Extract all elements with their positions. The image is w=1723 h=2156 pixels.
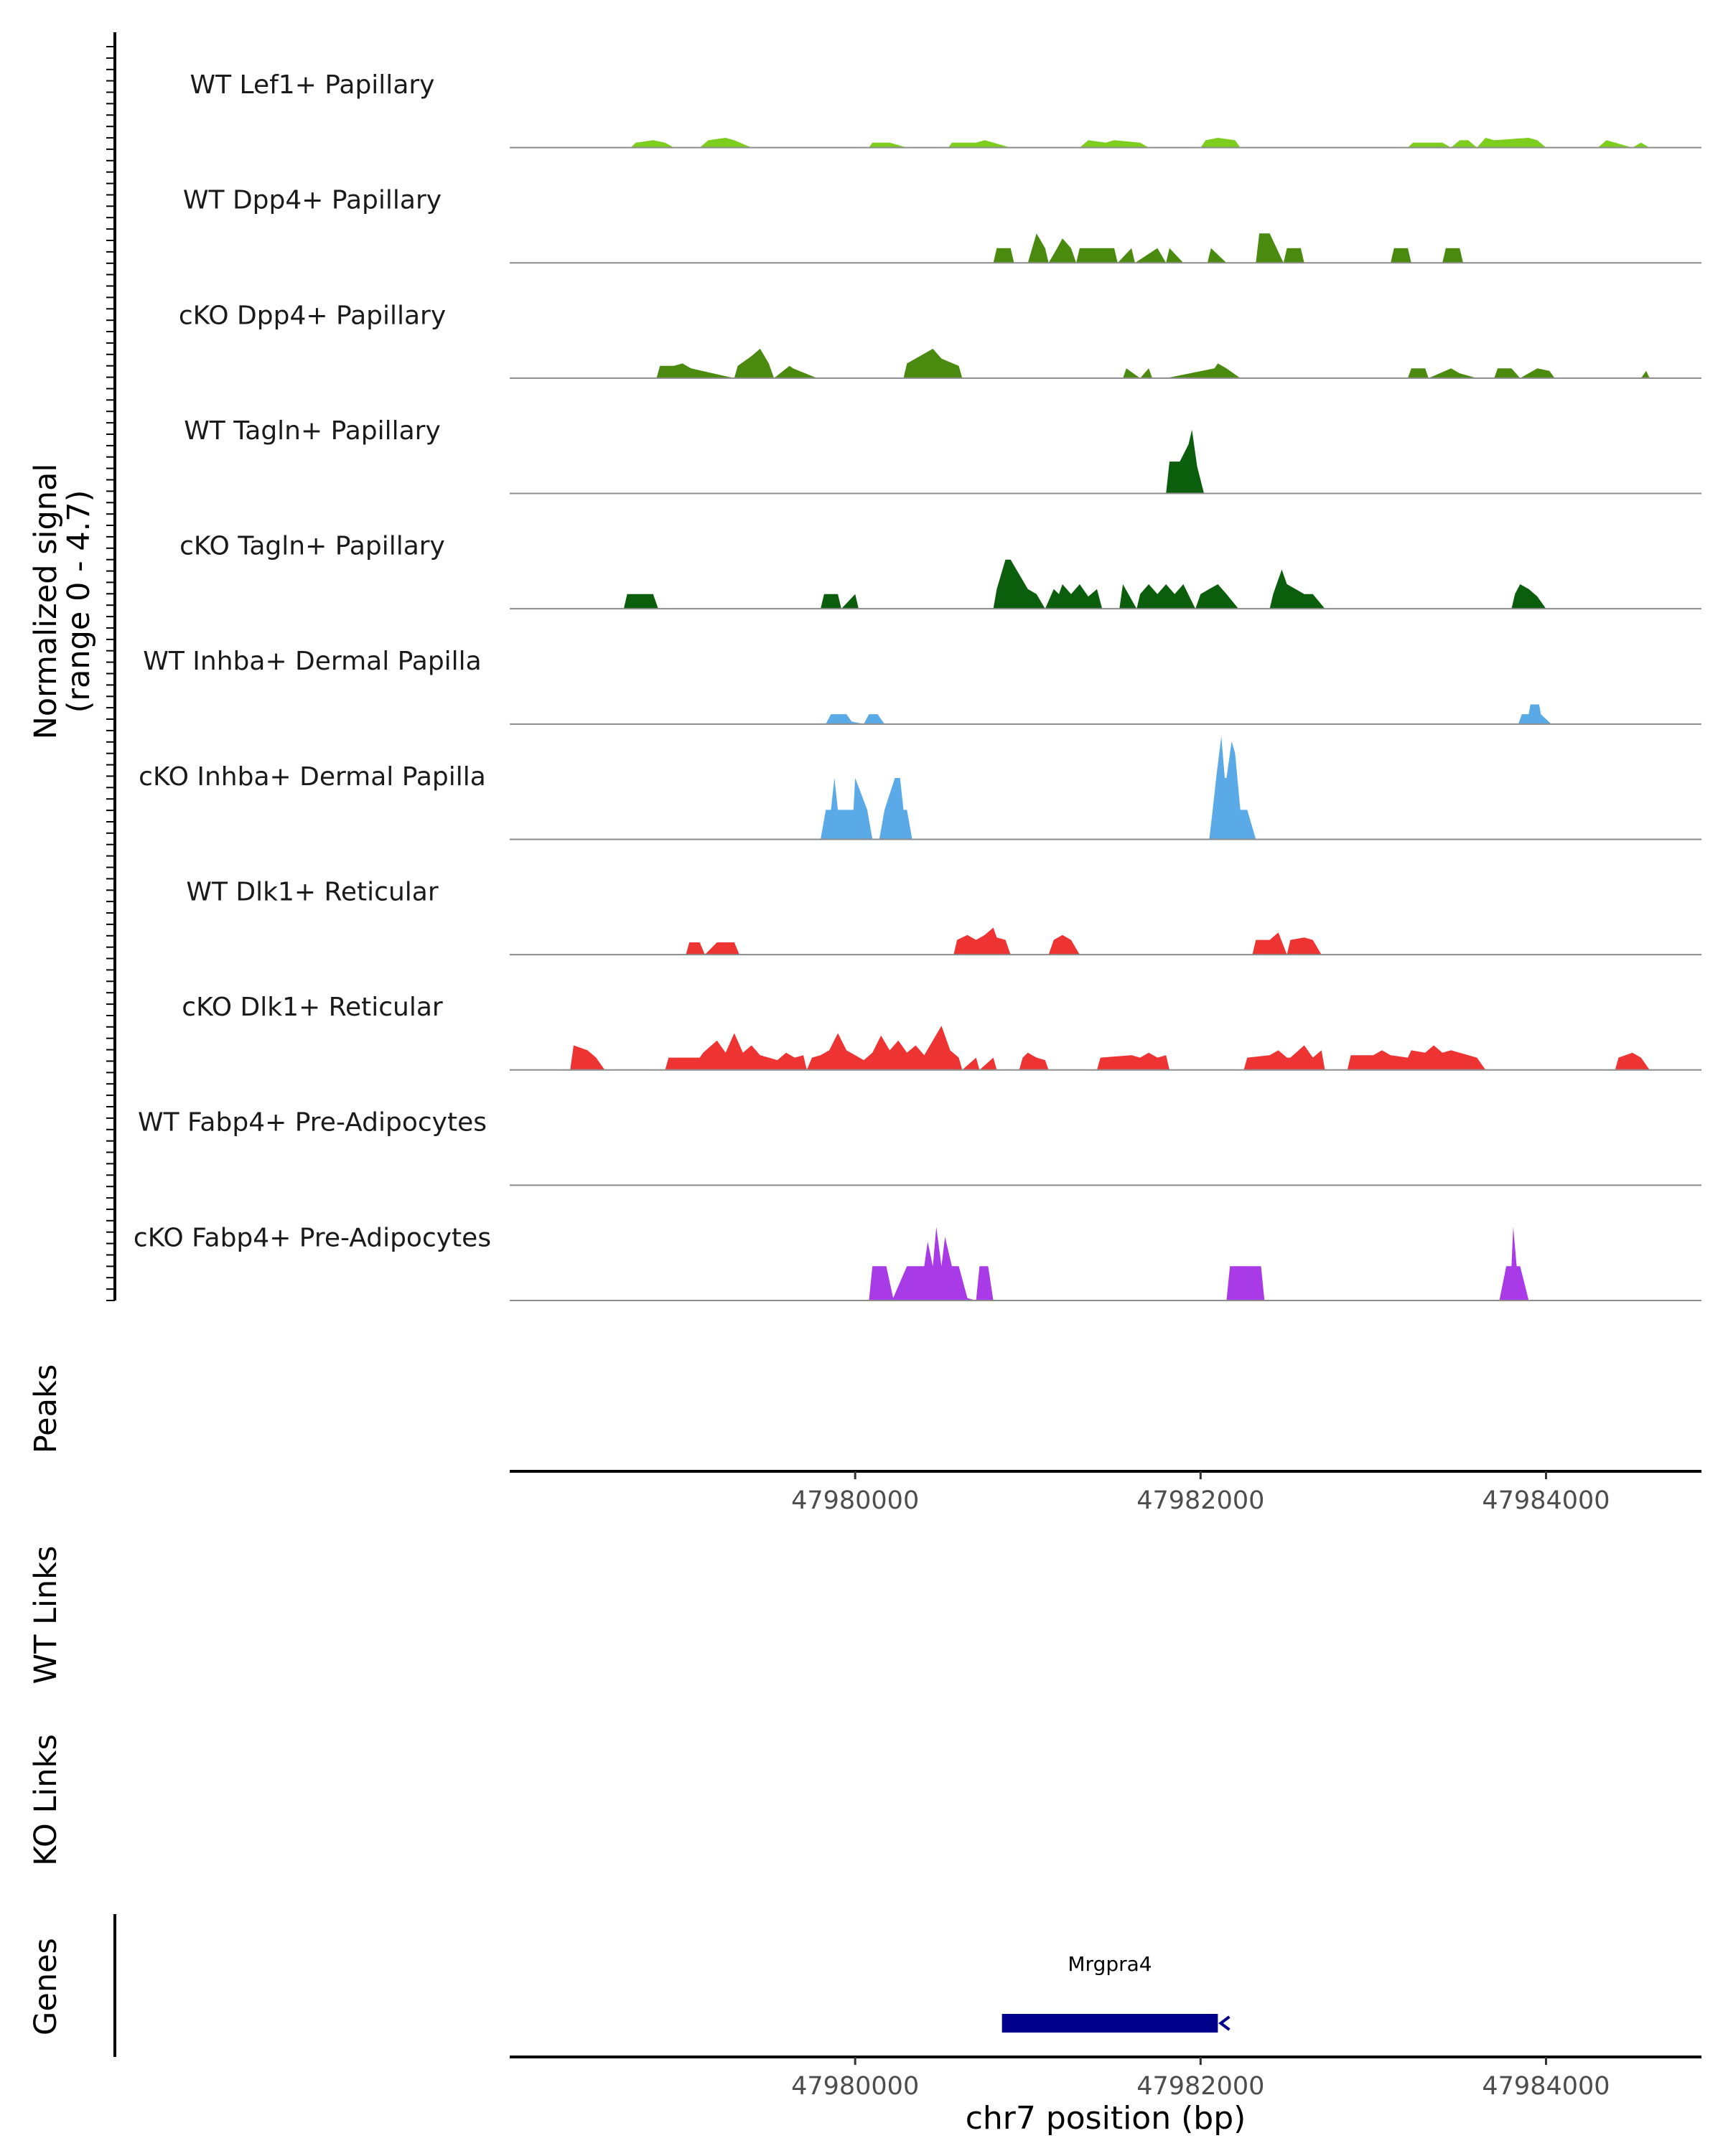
track-label-wt-fabp4-pre-adipocytes: WT Fabp4+ Pre-Adipocytes [138,1108,487,1138]
x-tick-label: 47984000 [1482,2072,1610,2101]
track-area-cko-inhba-dermal-papilla [821,736,1256,840]
x-axis-top: 47980000 47982000 47984000 [791,1471,1610,1515]
genes-layer: Mrgpra4 [1001,1952,1231,2033]
track-label-cko-dpp4-papillary: cKO Dpp4+ Papillary [179,301,446,330]
track-label-wt-inhba-dermal-papilla: WT Inhba+ Dermal Papilla [143,647,481,676]
x-axis-label: chr7 position (bp) [966,2100,1246,2137]
track-label-wt-lef1-papillary: WT Lef1+ Papillary [190,70,435,100]
gene-label-mrgpra4: Mrgpra4 [1068,1952,1152,1976]
signal-y-axis-ticks [106,46,115,1301]
track-label-cko-dlk1-reticular: cKO Dlk1+ Reticular [182,993,443,1022]
wt-links-section-label: WT Links [28,1546,64,1684]
x-tick-label: 47980000 [791,2072,919,2101]
track-labels: WT Lef1+ Papillary WT Dpp4+ Papillary cKO … [134,70,491,1252]
ko-links-section-label: KO Links [28,1734,64,1866]
track-area-cko-tagln-papillary [623,559,1546,609]
x-tick-label: 47984000 [1482,1486,1610,1515]
track-label-wt-dpp4-papillary: WT Dpp4+ Papillary [183,186,442,215]
y-axis-range-label: (range 0 - 4.7) [61,490,97,713]
track-area-wt-dlk1-reticular [686,927,1322,955]
x-tick-label: 47982000 [1136,2072,1264,2101]
track-label-wt-dlk1-reticular: WT Dlk1+ Reticular [186,877,438,906]
track-label-cko-tagln-papillary: cKO Tagln+ Papillary [179,532,445,561]
y-axis-label: Normalized signal [28,464,64,740]
x-axis-bottom: 47980000 47982000 47984000 [791,2057,1610,2101]
track-label-wt-tagln-papillary: WT Tagln+ Papillary [184,416,441,446]
gene-strand-arrow-icon [1218,2015,1231,2031]
track-area-wt-dpp4-papillary [993,233,1463,263]
track-area-cko-dpp4-papillary [656,348,1650,378]
track-area-cko-fabp4-pre-adipocytes [869,1227,1529,1300]
gene-body-mrgpra4 [1001,2014,1218,2033]
track-label-cko-fabp4-pre-adipocytes: cKO Fabp4+ Pre-Adipocytes [134,1223,491,1252]
peaks-section-label: Peaks [28,1364,64,1454]
track-area-wt-lef1-papillary [630,138,1650,148]
x-tick-label: 47982000 [1136,1486,1264,1515]
track-areas [510,138,1701,1301]
track-area-cko-dlk1-reticular [570,1026,1650,1070]
track-label-cko-inhba-dermal-papilla: cKO Inhba+ Dermal Papilla [139,762,486,792]
genes-section-label: Genes [28,1938,64,2035]
x-tick-label: 47980000 [791,1486,919,1515]
track-area-wt-tagln-papillary [1166,429,1205,494]
